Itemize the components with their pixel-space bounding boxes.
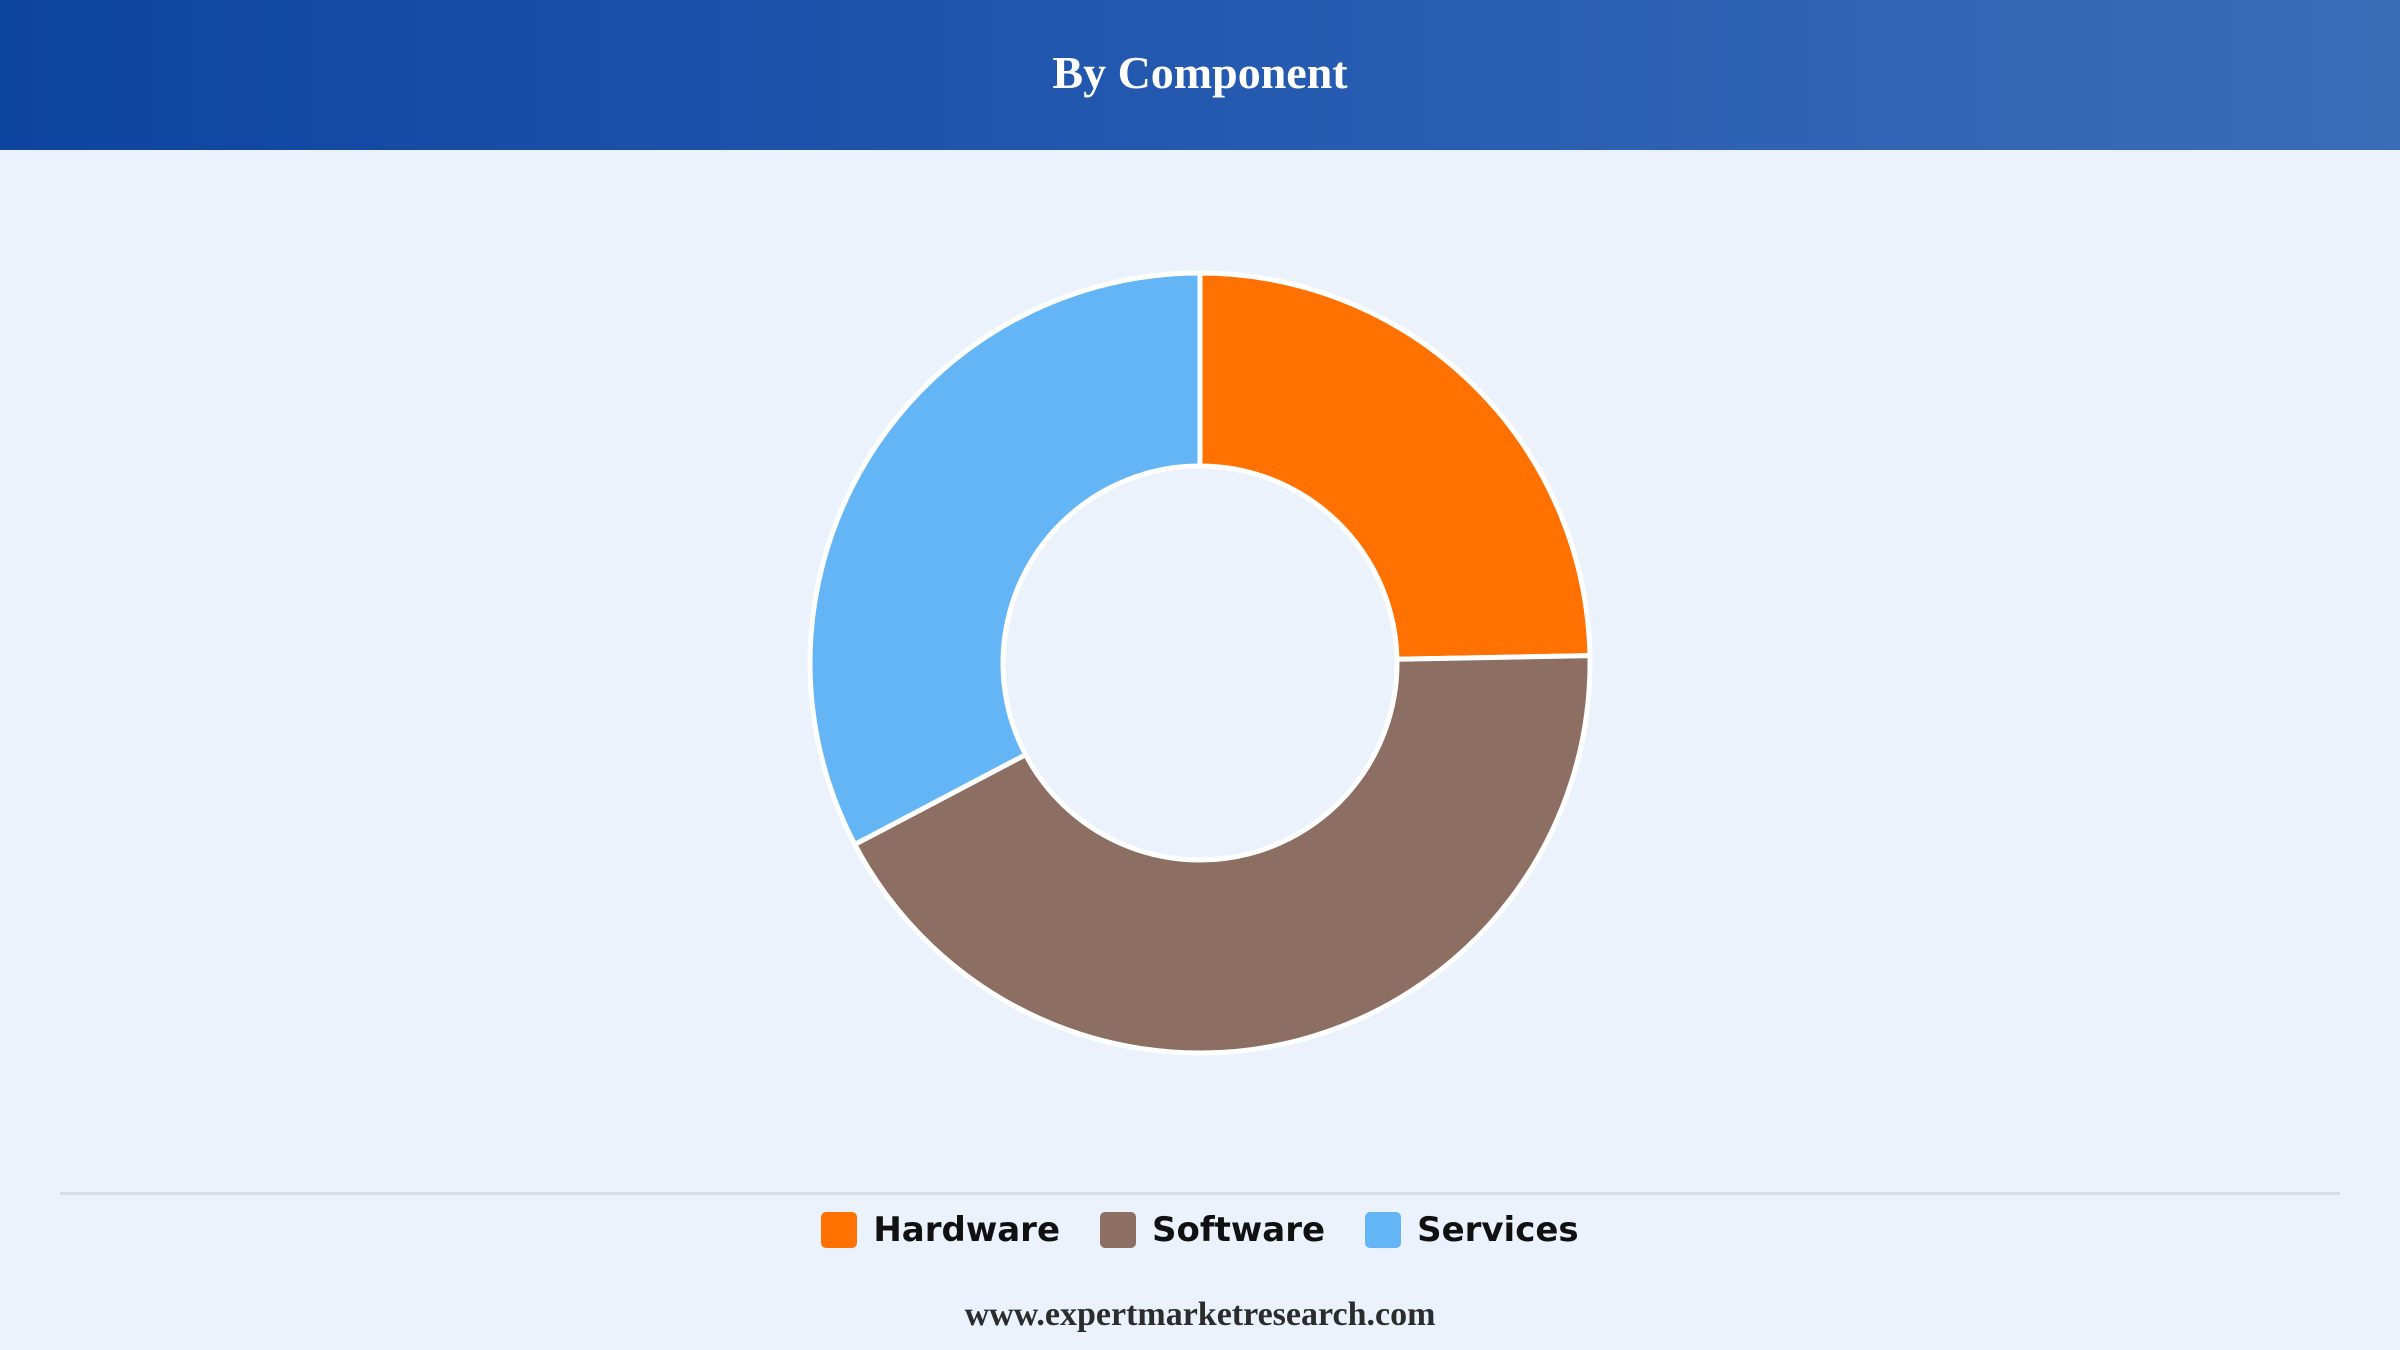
legend-swatch-software: [1100, 1212, 1136, 1248]
chart-header: By Component: [0, 0, 2400, 150]
donut-chart: [807, 270, 1593, 1056]
legend-divider: [60, 1192, 2340, 1195]
legend-label-hardware: Hardware: [873, 1210, 1060, 1250]
legend-label-services: Services: [1417, 1210, 1579, 1250]
donut-slice-hardware: [1197, 270, 1593, 662]
legend-swatch-services: [1365, 1212, 1402, 1248]
legend-item-software: Software: [1100, 1210, 1325, 1250]
donut-slice-services: [807, 270, 1203, 847]
legend-item-services: Services: [1365, 1210, 1579, 1250]
source-url: www.expertmarketresearch.com: [964, 1296, 1436, 1333]
donut-slice-software: [852, 653, 1593, 1056]
chart-title: By Component: [1052, 46, 1348, 98]
legend-swatch-hardware: [821, 1212, 858, 1248]
legend-item-hardware: Hardware: [821, 1210, 1060, 1250]
legend-label-software: Software: [1152, 1210, 1326, 1250]
chart-legend: Hardware Software Services: [0, 1205, 2400, 1255]
